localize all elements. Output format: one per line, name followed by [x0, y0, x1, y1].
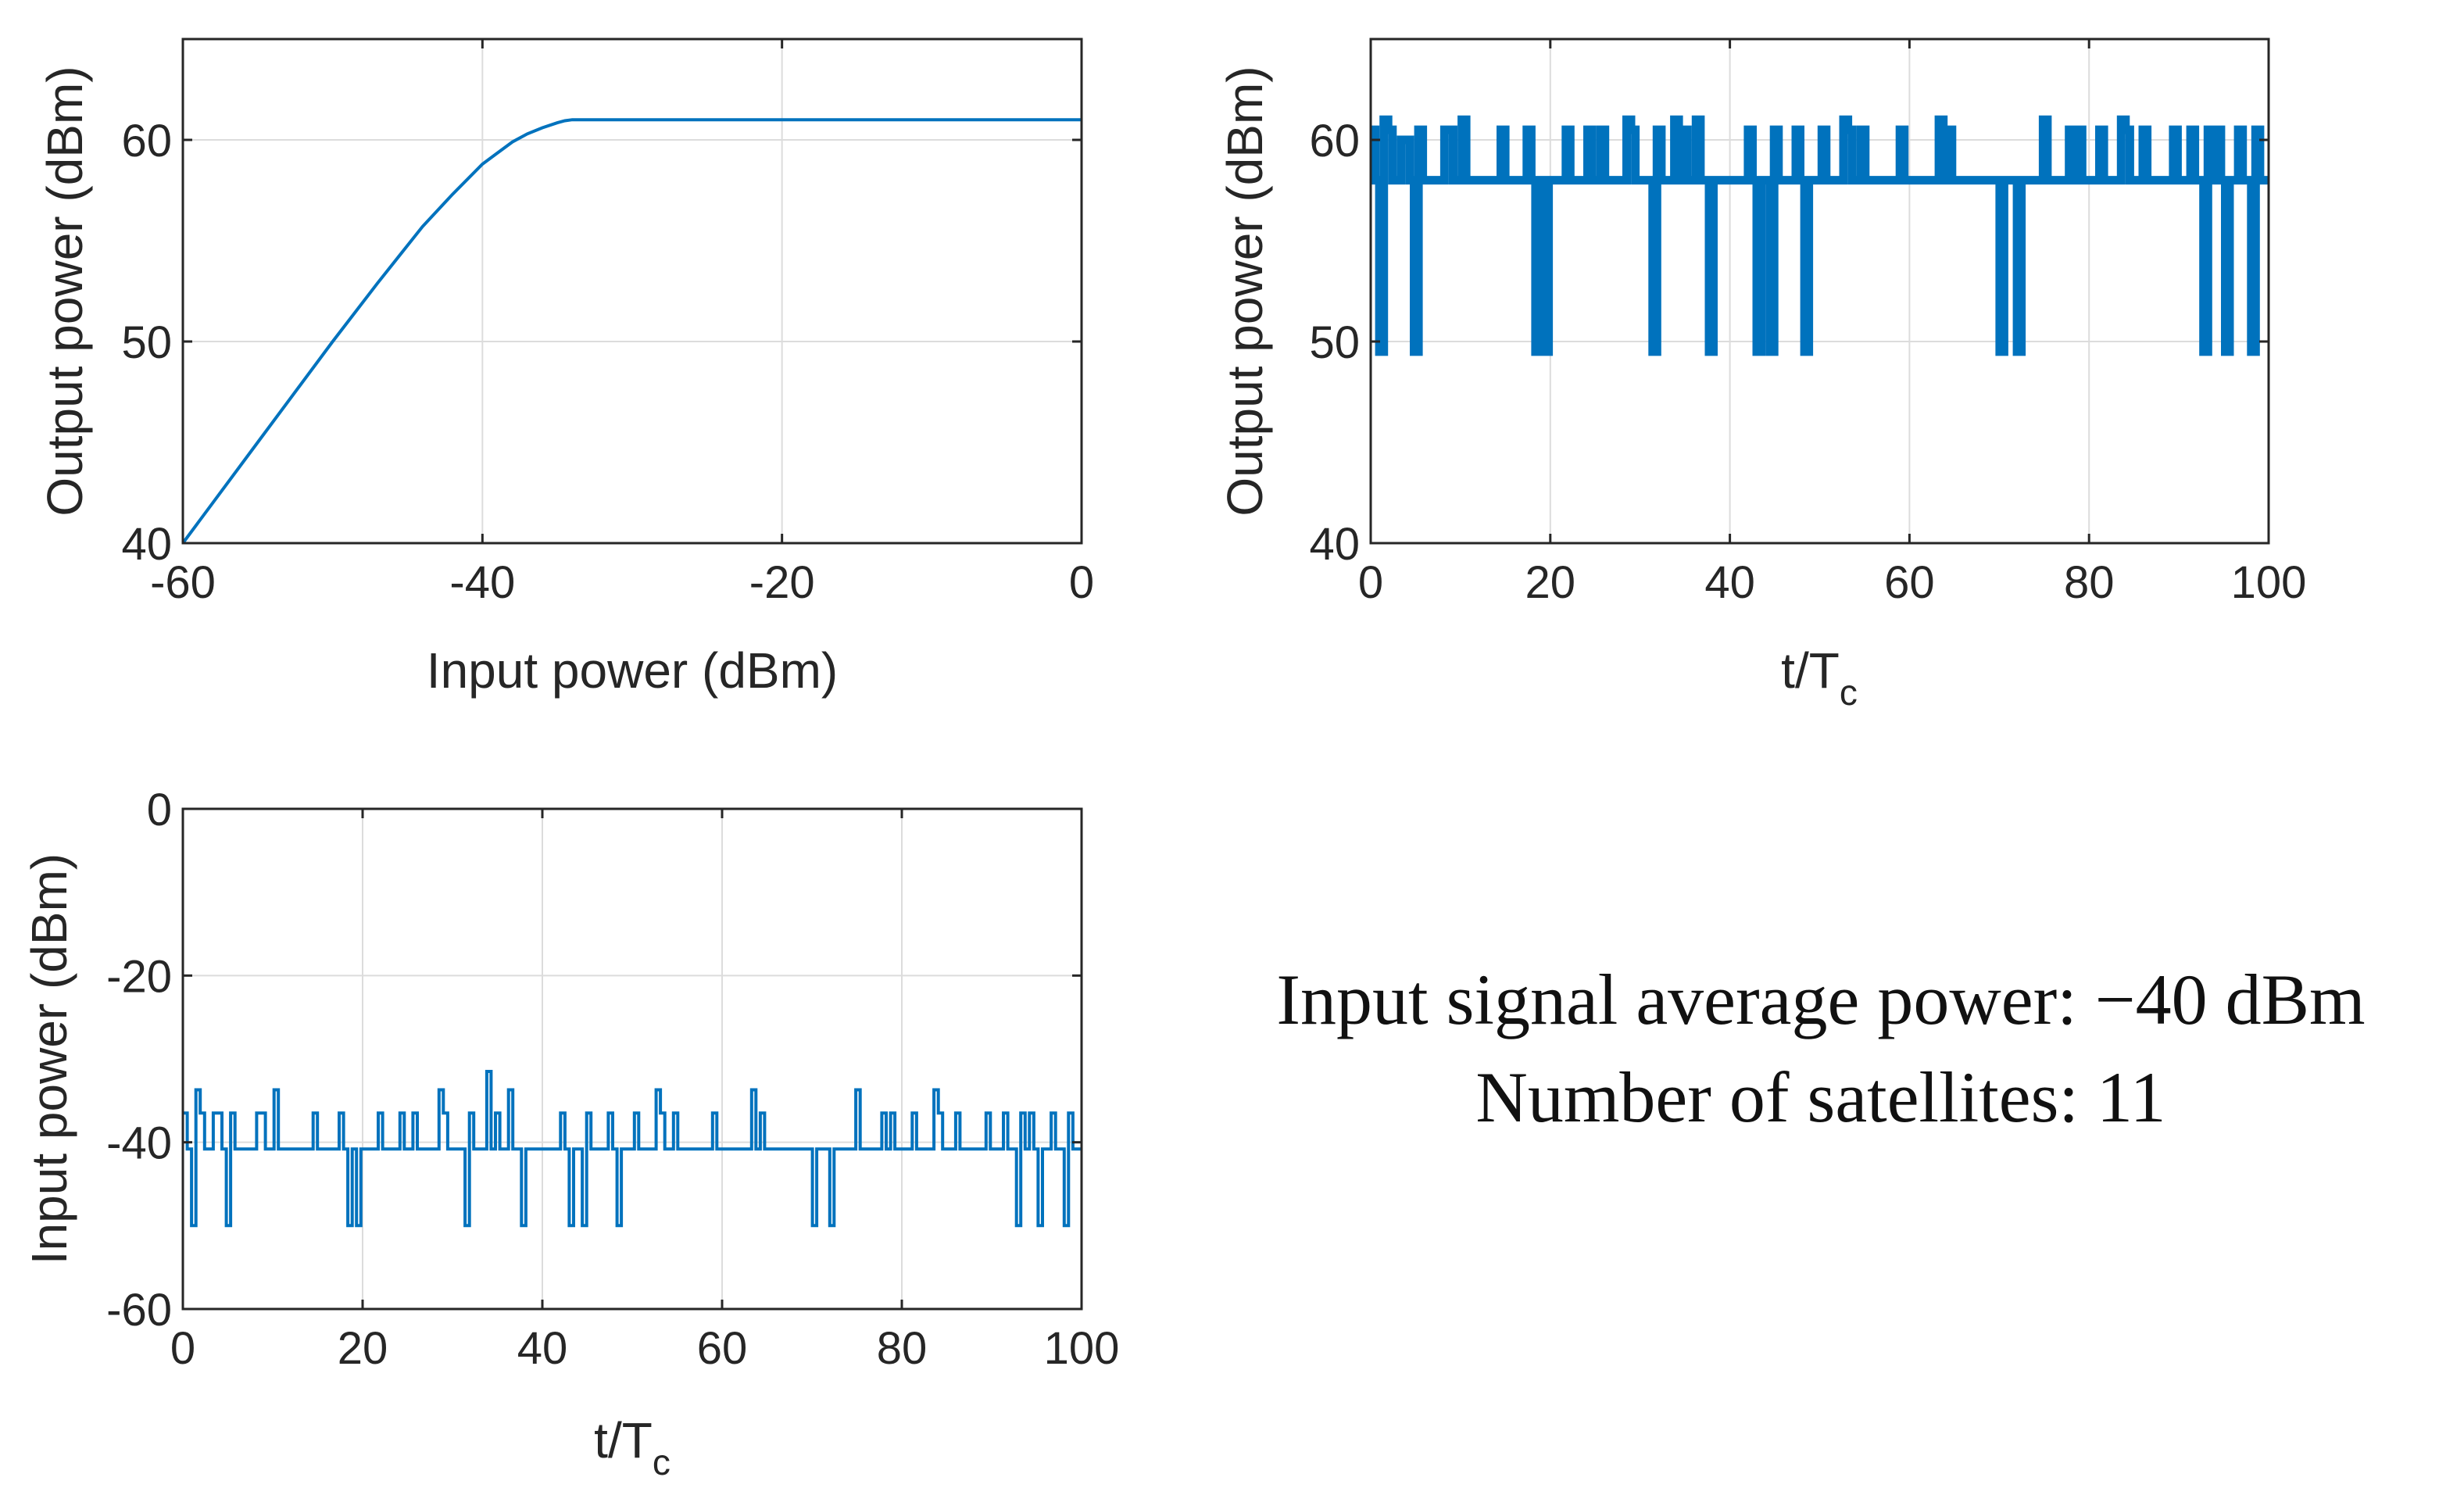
input-xlabel: t/Tc	[594, 1412, 671, 1482]
axes-frame	[181, 807, 1083, 1311]
annotation-satellites: Number of satellites: 11	[1475, 1057, 2165, 1137]
x-tick-label: 100	[2231, 557, 2307, 608]
series-line	[1371, 115, 2269, 356]
annotation-avg-power: Input signal average power: −40 dBm	[1276, 960, 2365, 1039]
y-tick-label: 50	[1309, 317, 1360, 368]
output-xlabel: t/Tc	[1781, 642, 1858, 713]
y-tick-label: 40	[1309, 519, 1360, 570]
y-tick-label: 0	[147, 785, 172, 835]
output-chart: 0 20 40 60 80 100 40 50 60 Output power (dBm)	[1217, 38, 2307, 608]
series-line	[181, 118, 1082, 545]
axes-frame	[181, 38, 1083, 545]
x-tick-label: 20	[1525, 557, 1576, 608]
x-tick-label: 0	[1069, 557, 1094, 608]
x-tick-label: -20	[749, 557, 815, 608]
x-tick-label: 100	[1044, 1323, 1120, 1374]
y-tick-label: -40	[106, 1118, 172, 1169]
y-tick-label: 60	[1309, 116, 1360, 166]
x-tick-label: 60	[697, 1323, 748, 1374]
series-line	[183, 1070, 1082, 1228]
x-tick-label: 0	[170, 1323, 195, 1374]
x-tick-label: 60	[1884, 557, 1935, 608]
x-tick-label: 20	[338, 1323, 388, 1374]
x-tick-label: 40	[1704, 557, 1755, 608]
transfer-xlabel: Input power (dBm)	[427, 642, 838, 699]
y-axis-label: Output power (dBm)	[1217, 66, 1273, 516]
input-chart: 0 20 40 60 80 100 -60 -40 -20 0 Input power (dBm)	[21, 785, 1119, 1374]
y-tick-label: 60	[121, 116, 172, 166]
y-axis-label: Output power (dBm)	[37, 66, 93, 516]
transfer-chart: -60 -40 -20 0 40 50 60 Output power (dBm)	[37, 38, 1094, 608]
x-tick-label: 80	[2064, 557, 2115, 608]
x-tick-label: -40	[449, 557, 515, 608]
y-tick-label: -60	[106, 1285, 172, 1336]
y-axis-label: Input power (dBm)	[21, 853, 77, 1264]
x-tick-label: 80	[877, 1323, 928, 1374]
y-tick-label: -20	[106, 951, 172, 1002]
x-tick-label: -60	[150, 557, 216, 608]
x-tick-label: 40	[517, 1323, 568, 1374]
y-tick-label: 50	[121, 317, 172, 368]
x-tick-label: 0	[1358, 557, 1383, 608]
y-tick-label: 40	[121, 519, 172, 570]
axes-frame	[1369, 38, 2270, 545]
